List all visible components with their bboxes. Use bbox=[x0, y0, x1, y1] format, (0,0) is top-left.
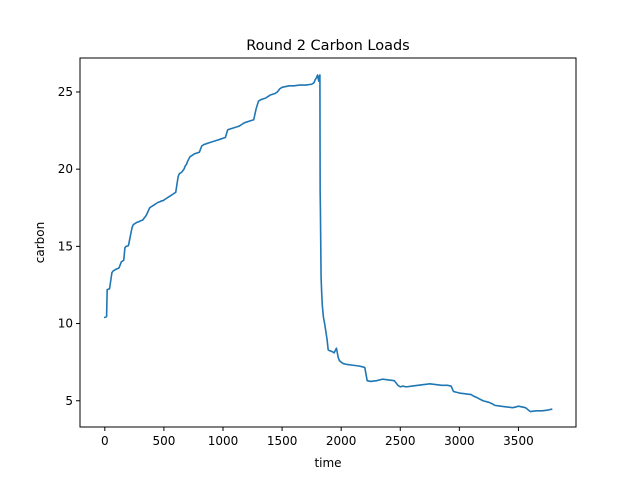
x-tick-label: 3500 bbox=[503, 434, 534, 448]
x-tick-label: 3000 bbox=[444, 434, 475, 448]
x-tick-label: 1000 bbox=[208, 434, 239, 448]
y-tick-label: 25 bbox=[58, 85, 73, 99]
y-tick-label: 20 bbox=[58, 162, 73, 176]
series-layer bbox=[103, 74, 553, 413]
y-tick-label: 5 bbox=[65, 394, 73, 408]
x-tick-label: 500 bbox=[152, 434, 175, 448]
x-tick-label: 1500 bbox=[267, 434, 298, 448]
x-tick-label: 2500 bbox=[385, 434, 416, 448]
x-axis-label: time bbox=[314, 456, 341, 470]
y-tick-label: 10 bbox=[58, 317, 73, 331]
chart-title: Round 2 Carbon Loads bbox=[246, 38, 410, 54]
series-line-0 bbox=[103, 74, 553, 413]
x-tick-label: 0 bbox=[101, 434, 109, 448]
y-tick-label: 15 bbox=[58, 239, 73, 253]
y-axis-label: carbon bbox=[33, 222, 47, 263]
axes-layer: 0 500 1000 1500 2000 2500 3000 3500 5 10 15 20 25 bbox=[58, 57, 577, 448]
x-tick-label: 2000 bbox=[326, 434, 357, 448]
axes-frame bbox=[79, 57, 577, 428]
plot-area bbox=[80, 58, 576, 427]
